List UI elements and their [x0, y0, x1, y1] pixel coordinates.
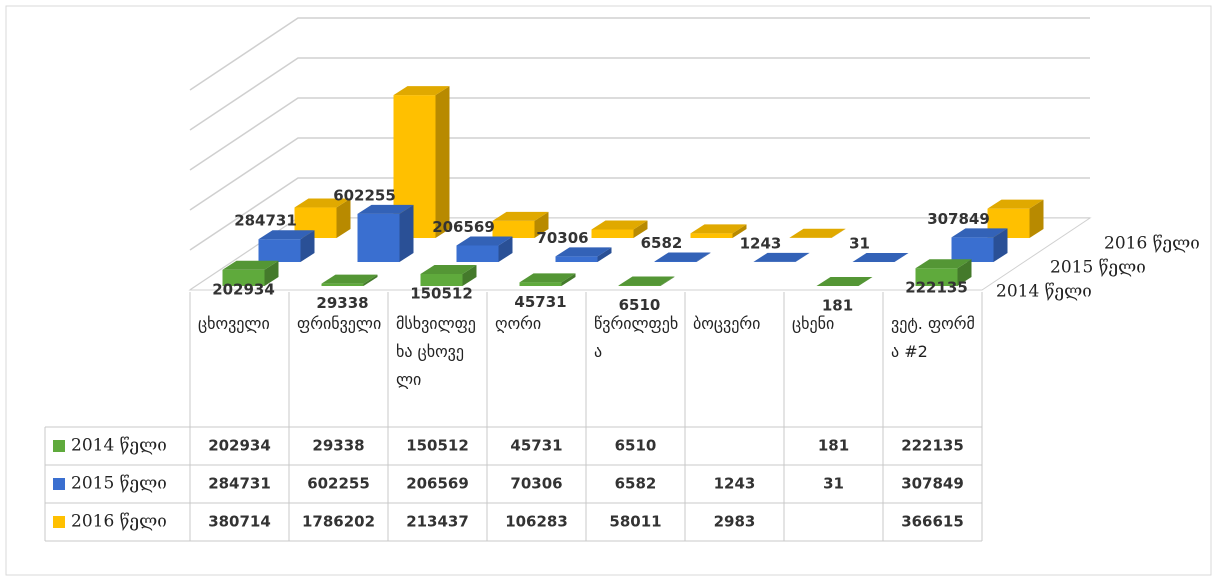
category-line: წვრილფეხ [594, 314, 678, 333]
table-cell: 202934 [208, 437, 271, 455]
table-cell: 6510 [615, 437, 657, 455]
category-line: ფრინველი [297, 314, 381, 333]
bar-front [592, 229, 634, 238]
category-line: ლი [396, 370, 421, 389]
legend-swatch [53, 440, 65, 452]
legend-swatch [53, 516, 65, 528]
table-cell: 106283 [505, 513, 568, 531]
table-cell: 366615 [901, 513, 964, 531]
bar-front [520, 282, 562, 286]
category-line: ცხოველი [198, 314, 270, 333]
table-cell: 181 [818, 437, 849, 455]
category-line: ა #2 [891, 342, 928, 361]
data-label: 202934 [212, 280, 275, 298]
legend-label: 2015 წელი [71, 474, 167, 494]
table-cell: 6582 [615, 475, 657, 493]
data-label: 70306 [536, 229, 588, 247]
category-line: ა [594, 342, 602, 361]
category-line: ვეტ. ფორმ [891, 314, 975, 333]
data-label: 45731 [514, 293, 566, 311]
table-cell: 213437 [406, 513, 469, 531]
table-cell: 307849 [901, 475, 964, 493]
bar-front [322, 284, 364, 286]
category-line: მსხვილფე [396, 314, 476, 333]
legend-label: 2015 წელი [1050, 258, 1146, 278]
data-label: 602255 [333, 186, 396, 204]
legend-label: 2016 წელი [71, 512, 167, 532]
category-label: ფრინველი [297, 314, 381, 333]
category-label: ღორი [495, 314, 541, 333]
bar-front [493, 221, 535, 238]
category-line: ბოცვერი [693, 314, 760, 333]
bar-front [691, 233, 733, 238]
bar-side [400, 205, 414, 262]
data-label: 31 [849, 234, 870, 252]
bar-front [556, 256, 598, 262]
table-cell: 222135 [901, 437, 964, 455]
table-cell: 602255 [307, 475, 370, 493]
category-line: ცხენი [792, 314, 834, 333]
category-label: ცხოველი [198, 314, 270, 333]
data-label: 1243 [740, 234, 782, 252]
table-cell: 380714 [208, 513, 271, 531]
data-label: 6510 [619, 296, 661, 314]
bar-front [358, 214, 400, 262]
category-label: ბოცვერი [693, 314, 760, 333]
data-label: 284731 [234, 212, 297, 230]
bar-front [457, 245, 499, 262]
data-label: 29338 [316, 294, 368, 312]
table-cell: 1243 [714, 475, 756, 493]
data-label: 307849 [927, 210, 990, 228]
category-line: ღორი [495, 314, 541, 333]
bar-side [436, 86, 450, 238]
table-cell: 70306 [510, 475, 562, 493]
legend-label: 2014 წელი [996, 282, 1092, 302]
bar [259, 230, 315, 262]
table-cell: 58011 [609, 513, 661, 531]
legend-swatch [53, 478, 65, 490]
category-label: ცხენი [792, 314, 834, 333]
bar [358, 205, 414, 262]
bar-front [619, 285, 661, 286]
table-cell: 2983 [714, 513, 756, 531]
legend-label: 2016 წელი [1104, 234, 1200, 254]
table-cell: 29338 [312, 437, 364, 455]
table-cell: 31 [823, 475, 844, 493]
table-cell: 284731 [208, 475, 271, 493]
data-label: 6582 [641, 234, 683, 252]
data-label: 150512 [410, 284, 473, 302]
table-cell: 150512 [406, 437, 469, 455]
data-label: 181 [822, 296, 853, 314]
data-label: 222135 [905, 279, 968, 297]
bar-front [655, 261, 697, 262]
category-line: ხა ცხოვე [396, 342, 464, 361]
bar-front [952, 237, 994, 262]
legend-label: 2014 წელი [71, 436, 167, 456]
bar [457, 236, 513, 262]
table-cell: 45731 [510, 437, 562, 455]
data-label: 206569 [432, 218, 495, 236]
table-cell: 206569 [406, 475, 469, 493]
bar-front [259, 239, 301, 262]
table-cell: 1786202 [302, 513, 375, 531]
bar [952, 228, 1008, 262]
